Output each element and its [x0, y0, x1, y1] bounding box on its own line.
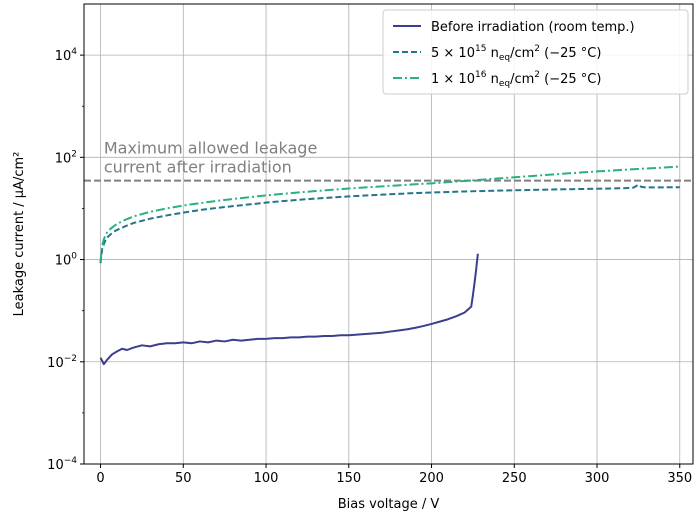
x-tick-label: 200 [419, 471, 444, 486]
legend-label-2: 1 × 1016 neq/cm2 (−25 °C) [431, 70, 601, 89]
plot-frame [83, 3, 694, 465]
x-axis: 0 50 100 150 200 250 300 350 [96, 464, 692, 486]
series-line-0 [99, 253, 479, 366]
legend: Before irradiation (room temp.) 5 × 1015 … [382, 9, 689, 95]
x-tick-label: 150 [336, 471, 361, 486]
threshold-group: Maximum allowed leakage current after ir… [84, 139, 693, 182]
threshold-label-line2: current after irradiation [104, 158, 292, 177]
x-tick-label: 250 [502, 471, 527, 486]
series-line-2 [99, 165, 680, 262]
series-line-1 [99, 183, 680, 264]
y-tick-label: 102 [55, 149, 77, 166]
x-axis-label: Bias voltage / V [338, 497, 440, 512]
y-axis-label: Leakage current / µA/cm² [12, 152, 27, 317]
x-tick-label: 0 [96, 471, 104, 486]
legend-label-1: 5 × 1015 neq/cm2 (−25 °C) [431, 44, 601, 63]
x-tick-label: 350 [667, 471, 692, 486]
y-tick-label: 10−4 [47, 456, 77, 473]
x-tick-label: 300 [585, 471, 610, 486]
y-axis: 10−4 10−2 100 102 104 [47, 47, 84, 473]
y-tick-label: 104 [55, 47, 78, 64]
threshold-label-line1: Maximum allowed leakage [104, 139, 317, 158]
legend-box [382, 9, 689, 95]
legend-label-0: Before irradiation (room temp.) [431, 20, 635, 35]
x-tick-label: 100 [254, 471, 279, 486]
y-tick-label: 100 [55, 252, 78, 269]
series-group [99, 165, 680, 366]
x-tick-label: 50 [175, 471, 192, 486]
y-tick-label: 10−2 [47, 354, 77, 371]
